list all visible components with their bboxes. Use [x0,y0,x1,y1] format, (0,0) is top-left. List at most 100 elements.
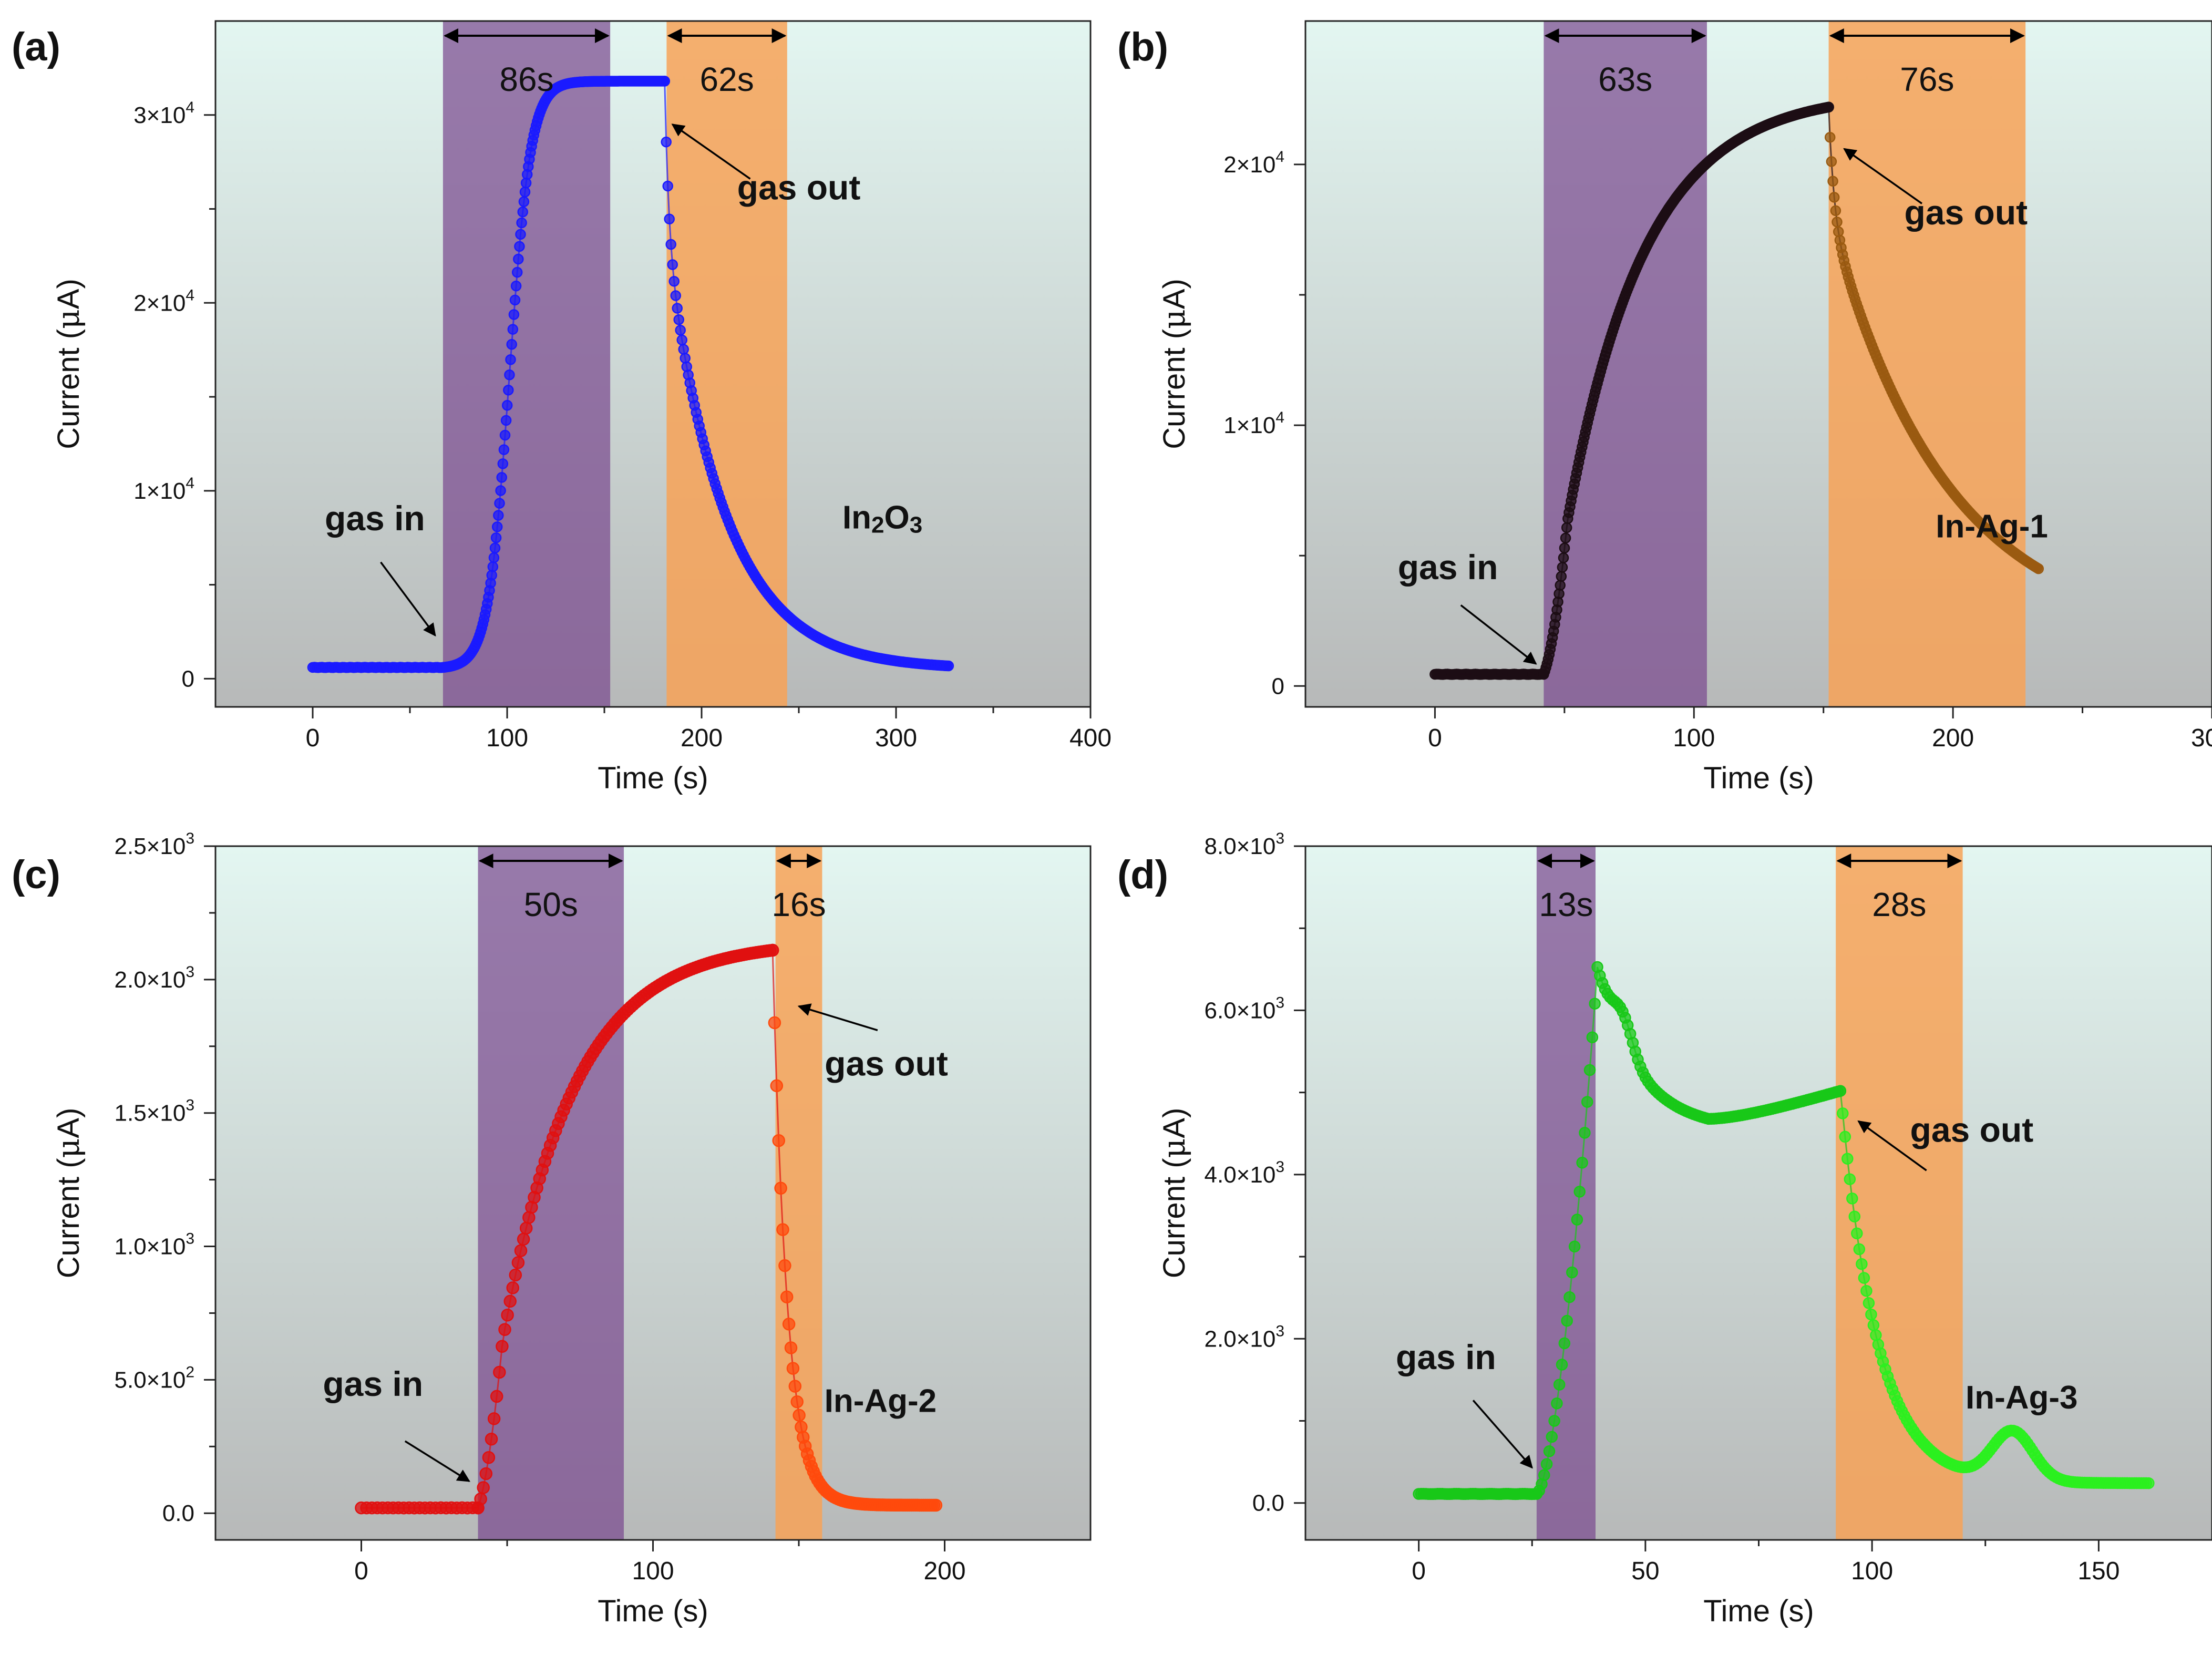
data-point [784,1341,798,1354]
data-point [1856,1258,1868,1270]
data-point [1858,1272,1870,1284]
y-tick-label: 2×104 [133,286,194,316]
response-time-band [1544,21,1707,707]
data-point [1830,205,1841,217]
y-axis-label: Current (μA) [1156,1108,1192,1279]
data-point [506,338,517,350]
data-point [517,1232,530,1246]
data-point [477,1481,490,1494]
chart-panel-a: 0 100 200 300 400 0 1×104 2×104 3×104 Time (s) Cur… [12,20,1112,795]
response-time-label: 63s [1598,60,1652,98]
data-point [1556,1359,1568,1371]
data-point [774,1181,787,1195]
gas-in-label: gas in [323,1364,423,1403]
data-point [516,217,527,229]
gas-out-label: gas out [1910,1110,2034,1149]
data-point [793,1409,806,1422]
data-point [510,280,522,292]
data-point [499,429,511,441]
response-time-band [1536,846,1596,1540]
data-point [487,1412,501,1425]
x-tick-label: 50 [1631,1557,1659,1585]
data-point [1867,1319,1880,1331]
data-point [511,266,523,278]
gas-out-arrow [671,124,751,180]
x-tick-label: 300 [875,724,917,752]
data-point [1548,1415,1560,1427]
gas-out-label: gas out [825,1044,948,1083]
panel-label: (c) [12,852,60,897]
gas-in-arrow [404,1440,470,1482]
y-tick-label: 1.5×103 [115,1097,195,1126]
material-label: In-Ag-2 [825,1383,937,1419]
data-point [505,354,516,365]
x-tick-label: 100 [632,1557,674,1585]
response-time-label: 13s [1539,886,1593,923]
material-label: In2O3 [842,499,922,538]
data-point [494,498,505,509]
data-point [491,521,503,532]
data-point [1865,1308,1877,1321]
data-point [507,324,519,335]
gas-in-label: gas in [1396,1338,1496,1376]
x-tick-label: 100 [486,724,528,752]
data-point [511,1256,525,1269]
data-point [1568,1240,1581,1253]
x-axis-label: Time (s) [598,761,708,795]
data-series [1413,961,2155,1500]
plot-background [1305,846,2212,1540]
plot-frame [214,20,1092,708]
data-point [487,561,499,572]
data-point [680,353,691,364]
x-tick-label: 100 [1673,724,1715,752]
data-point [488,552,500,563]
data-point [1561,522,1572,533]
response-time-label: 86s [499,60,553,98]
gas-in-label: gas in [325,499,425,538]
data-point [1839,1130,1851,1143]
x-axis-label: Time (s) [1703,1594,1814,1628]
data-point [503,385,514,396]
x-tick-label: 0 [1412,1557,1426,1585]
y-tick-label: 3×104 [133,99,194,128]
y-tick-label: 1.0×103 [115,1230,195,1260]
data-point [2143,1477,2155,1489]
data-point [518,196,530,207]
data-point [768,1016,781,1030]
y-axis-label: Current (μA) [1156,279,1192,449]
data-point [1844,1173,1856,1185]
gas-out-arrow [1857,1120,1927,1171]
data-point [1826,156,1837,167]
data-point [1832,217,1843,228]
data-point [670,290,681,301]
x-tick-label: 400 [1069,724,1112,752]
data-point [1823,101,1834,112]
data-point [1834,1085,1847,1097]
data-point [1837,1107,1849,1119]
data-point [929,1498,943,1512]
response-time-band [478,846,624,1540]
material-label: In-Ag-3 [1966,1380,2078,1416]
data-point [496,1340,509,1353]
data-point [788,1380,802,1393]
gas-out-label: gas out [737,168,861,207]
data-point [513,253,524,265]
y-tick-label: 0 [1272,673,1284,699]
panel-label: (a) [12,25,60,69]
data-point [665,239,676,250]
data-point [509,1268,522,1282]
x-tick-label: 100 [1851,1557,1893,1585]
x-tick-label: 200 [1932,724,1974,752]
plot-background [1305,21,2212,707]
data-point [479,1467,493,1481]
data-point [668,276,680,287]
data-point [1566,1266,1578,1279]
data-point [1540,1458,1553,1470]
x-tick-label: 0 [306,724,320,752]
y-tick-label: 8.0×103 [1205,830,1285,859]
data-point [495,485,506,496]
y-axis-label: Current (μA) [50,279,86,449]
data-point [498,1323,511,1336]
y-tick-label: 0 [182,666,194,692]
